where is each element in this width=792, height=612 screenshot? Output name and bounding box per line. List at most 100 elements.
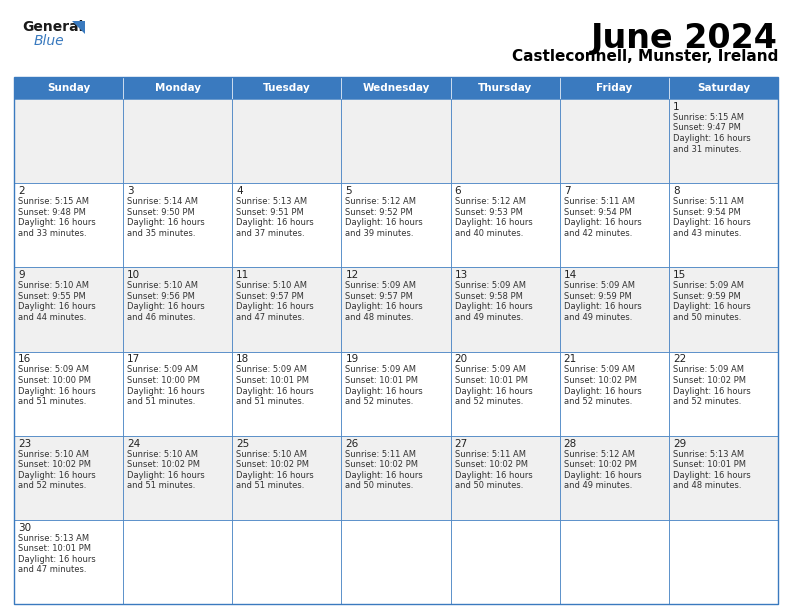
Text: Daylight: 16 hours: Daylight: 16 hours [18,555,96,564]
Bar [560,77,669,99]
Text: Daylight: 16 hours: Daylight: 16 hours [455,302,532,312]
Text: Sunrise: 5:10 AM: Sunrise: 5:10 AM [236,450,307,458]
Bar [560,351,669,436]
Text: 15: 15 [673,271,686,280]
Text: 6: 6 [455,186,461,196]
Bar [669,99,778,183]
Bar [14,99,123,183]
Text: Daylight: 16 hours: Daylight: 16 hours [128,218,205,227]
Text: Friday: Friday [596,83,632,93]
Text: 23: 23 [18,439,31,449]
Text: and 48 minutes.: and 48 minutes. [345,313,414,322]
Bar [669,351,778,436]
Bar [232,436,341,520]
Text: and 43 minutes.: and 43 minutes. [673,229,741,237]
Bar [232,99,341,183]
Bar [14,267,123,351]
Bar [669,183,778,267]
Text: Daylight: 16 hours: Daylight: 16 hours [236,302,314,312]
Text: and 52 minutes.: and 52 minutes. [345,397,413,406]
Text: Daylight: 16 hours: Daylight: 16 hours [345,471,423,480]
Bar [14,77,778,604]
Text: 21: 21 [564,354,577,365]
Bar [341,77,451,99]
Text: and 51 minutes.: and 51 minutes. [236,397,305,406]
Text: Daylight: 16 hours: Daylight: 16 hours [236,218,314,227]
Text: Daylight: 16 hours: Daylight: 16 hours [455,218,532,227]
Text: Sunrise: 5:09 AM: Sunrise: 5:09 AM [236,365,307,375]
Text: Saturday: Saturday [697,83,750,93]
Bar [451,99,560,183]
Text: 25: 25 [236,439,249,449]
Text: Tuesday: Tuesday [263,83,310,93]
Text: Daylight: 16 hours: Daylight: 16 hours [564,218,642,227]
Text: Sunrise: 5:12 AM: Sunrise: 5:12 AM [455,197,526,206]
Text: Sunset: 9:55 PM: Sunset: 9:55 PM [18,292,86,301]
Text: 26: 26 [345,439,359,449]
Bar [669,436,778,520]
Bar [669,520,778,604]
Text: 27: 27 [455,439,468,449]
Bar [560,436,669,520]
Bar [14,77,123,99]
Text: Sunrise: 5:10 AM: Sunrise: 5:10 AM [128,282,198,290]
Text: 22: 22 [673,354,686,365]
Bar [451,267,560,351]
Text: and 51 minutes.: and 51 minutes. [236,481,305,490]
Bar [232,183,341,267]
Text: Sunset: 9:57 PM: Sunset: 9:57 PM [236,292,304,301]
Text: and 40 minutes.: and 40 minutes. [455,229,523,237]
Text: Daylight: 16 hours: Daylight: 16 hours [455,387,532,395]
Text: Sunset: 9:59 PM: Sunset: 9:59 PM [673,292,741,301]
Text: June 2024: June 2024 [591,22,778,55]
Bar [123,520,232,604]
Bar [341,267,451,351]
Text: Daylight: 16 hours: Daylight: 16 hours [564,387,642,395]
Text: Daylight: 16 hours: Daylight: 16 hours [18,218,96,227]
Bar [341,99,451,183]
Bar [560,520,669,604]
Text: 7: 7 [564,186,570,196]
Text: and 50 minutes.: and 50 minutes. [345,481,413,490]
Text: Castleconnell, Munster, Ireland: Castleconnell, Munster, Ireland [512,49,778,64]
Text: and 31 minutes.: and 31 minutes. [673,144,741,154]
Text: 30: 30 [18,523,31,533]
Text: 14: 14 [564,271,577,280]
Text: 18: 18 [236,354,249,365]
Text: Sunset: 10:02 PM: Sunset: 10:02 PM [564,460,637,469]
Bar [451,183,560,267]
Text: Sunrise: 5:09 AM: Sunrise: 5:09 AM [345,282,417,290]
Bar [232,520,341,604]
Text: Sunset: 10:01 PM: Sunset: 10:01 PM [18,544,91,553]
Text: Sunrise: 5:11 AM: Sunrise: 5:11 AM [673,197,744,206]
Text: Sunrise: 5:09 AM: Sunrise: 5:09 AM [673,282,744,290]
Bar [451,520,560,604]
Text: Sunset: 10:02 PM: Sunset: 10:02 PM [345,460,418,469]
Text: Sunday: Sunday [47,83,90,93]
Bar [232,351,341,436]
Text: and 51 minutes.: and 51 minutes. [18,397,86,406]
Text: and 51 minutes.: and 51 minutes. [128,481,196,490]
Text: Sunset: 10:00 PM: Sunset: 10:00 PM [18,376,91,385]
Bar [14,520,123,604]
Text: Sunrise: 5:12 AM: Sunrise: 5:12 AM [564,450,634,458]
Bar [123,183,232,267]
Text: and 52 minutes.: and 52 minutes. [564,397,632,406]
Text: 11: 11 [236,271,249,280]
Text: Daylight: 16 hours: Daylight: 16 hours [673,387,751,395]
Text: Sunset: 9:58 PM: Sunset: 9:58 PM [455,292,523,301]
Text: 29: 29 [673,439,686,449]
Text: 8: 8 [673,186,680,196]
Text: Daylight: 16 hours: Daylight: 16 hours [128,302,205,312]
Text: Sunset: 9:57 PM: Sunset: 9:57 PM [345,292,413,301]
Bar [14,436,123,520]
Text: Sunset: 10:02 PM: Sunset: 10:02 PM [18,460,91,469]
Text: Sunrise: 5:10 AM: Sunrise: 5:10 AM [18,450,89,458]
Text: Sunrise: 5:09 AM: Sunrise: 5:09 AM [128,365,198,375]
Bar [560,267,669,351]
Text: Daylight: 16 hours: Daylight: 16 hours [236,471,314,480]
Text: and 47 minutes.: and 47 minutes. [236,313,305,322]
Text: Daylight: 16 hours: Daylight: 16 hours [18,387,96,395]
Text: Daylight: 16 hours: Daylight: 16 hours [673,134,751,143]
Text: Sunset: 10:02 PM: Sunset: 10:02 PM [673,376,746,385]
